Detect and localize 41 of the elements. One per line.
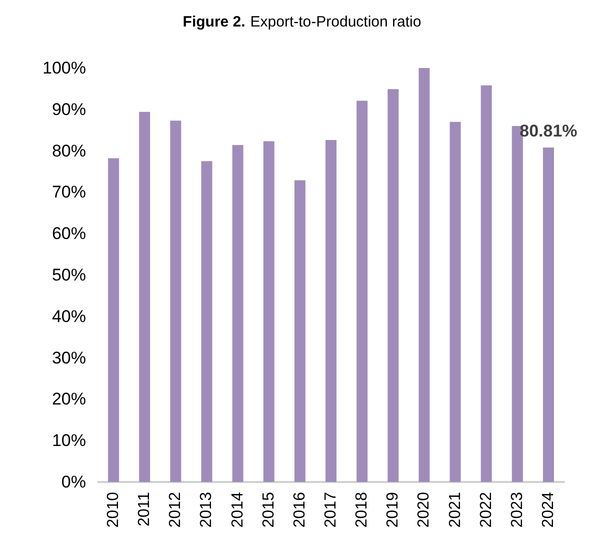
x-tick-label: 2012 [167, 492, 184, 528]
x-tick-label: 2010 [105, 492, 122, 528]
x-tick-label: 2021 [446, 492, 464, 528]
x-tick-label: 2016 [291, 492, 308, 528]
y-tick-label: 70% [52, 182, 86, 202]
x-tick-label: 2024 [540, 492, 557, 528]
x-tick-label: 2022 [478, 492, 495, 528]
x-tick-label: 2015 [260, 492, 278, 528]
chart-title: Figure 2. Export-to-Production ratio [182, 14, 422, 30]
y-tick-label: 40% [52, 306, 86, 326]
y-tick-label: 60% [52, 224, 86, 244]
x-tick-label: 2018 [354, 492, 371, 528]
bar [356, 100, 368, 482]
y-tick-label: 100% [42, 58, 86, 78]
y-tick-label: 50% [52, 266, 86, 284]
bar [108, 158, 120, 482]
y-tick-label: 90% [52, 100, 86, 119]
y-tick-label: 80% [52, 141, 86, 160]
bar [542, 147, 554, 482]
bar [232, 145, 244, 482]
bar [326, 140, 336, 482]
bar [170, 120, 182, 482]
y-tick-label: 30% [52, 348, 86, 368]
bar [263, 141, 274, 482]
bar [450, 122, 461, 482]
x-tick-label: 2011 [136, 492, 154, 526]
x-tick-label: 2014 [229, 492, 246, 528]
x-tick-label: 2013 [198, 492, 216, 528]
x-tick-label: 2019 [384, 492, 402, 528]
y-tick-label: 10% [52, 431, 86, 450]
y-tick-label: 0% [61, 472, 86, 492]
x-tick-label: 2023 [508, 492, 526, 528]
bar [201, 161, 212, 482]
bar [294, 180, 306, 482]
x-tick-label: 2020 [416, 492, 433, 528]
y-tick-label: 20% [52, 390, 86, 409]
bar [139, 112, 150, 482]
bar [418, 68, 430, 482]
bar [388, 89, 399, 482]
bar [480, 85, 492, 482]
x-tick-label: 2017 [322, 492, 340, 528]
